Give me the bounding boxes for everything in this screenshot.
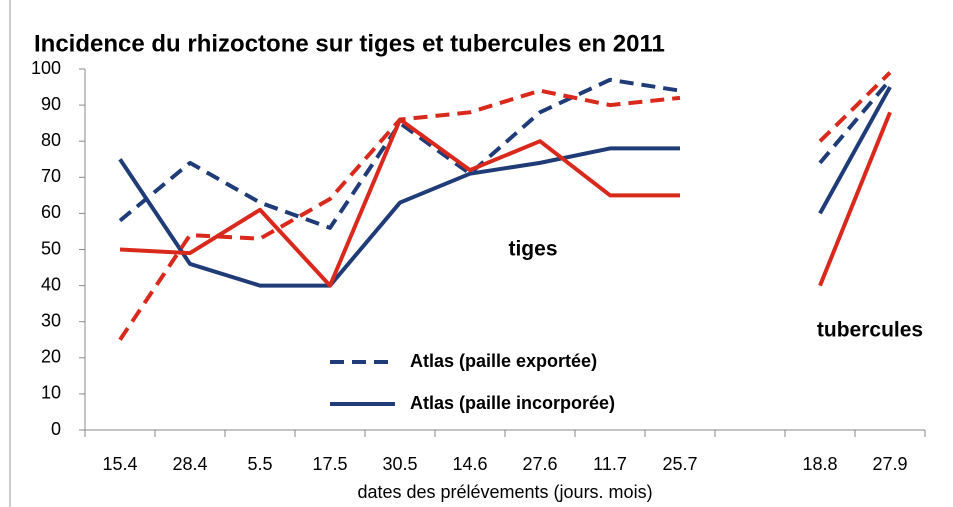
chart-title: Incidence du rhizoctone sur tiges et tub… xyxy=(34,30,665,57)
x-tick-label: 25.7 xyxy=(662,454,697,474)
series-line xyxy=(118,86,892,288)
legend-label: Atlas (paille exportée) xyxy=(410,351,597,371)
x-tick-label: 17.5 xyxy=(312,454,347,474)
x-tick-label: 11.7 xyxy=(593,454,627,474)
series-line xyxy=(118,71,892,341)
x-tick-label: 30.5 xyxy=(382,454,417,474)
y-tick-label: 30 xyxy=(41,310,61,330)
y-tick-label: 70 xyxy=(41,166,61,186)
y-tick-label: 0 xyxy=(51,419,61,439)
y-tick-label: 40 xyxy=(41,274,61,294)
x-tick-label: 14.6 xyxy=(452,454,487,474)
y-tick-label: 60 xyxy=(41,202,61,222)
x-tick-label: 15.4 xyxy=(102,454,137,474)
x-tick-label: 28.4 xyxy=(172,454,207,474)
series-line xyxy=(119,111,892,288)
annotation: tiges xyxy=(508,238,557,261)
x-tick-label: 18.8 xyxy=(802,454,837,474)
x-axis-label: dates des prélévements (jours. mois) xyxy=(357,482,652,502)
y-tick-label: 20 xyxy=(41,347,61,367)
y-tick-label: 10 xyxy=(41,383,61,403)
y-tick-label: 90 xyxy=(41,94,61,114)
y-tick-label: 100 xyxy=(31,58,61,78)
series-line xyxy=(118,77,892,230)
x-tick-label: 27.9 xyxy=(872,454,907,474)
x-tick-label: 27.6 xyxy=(522,454,557,474)
y-tick-label: 80 xyxy=(41,130,61,150)
annotation: tubercules xyxy=(817,319,923,342)
x-tick-label: 5.5 xyxy=(247,454,272,474)
legend-label: Atlas (paille incorporée) xyxy=(410,393,615,413)
y-tick-label: 50 xyxy=(41,238,61,258)
